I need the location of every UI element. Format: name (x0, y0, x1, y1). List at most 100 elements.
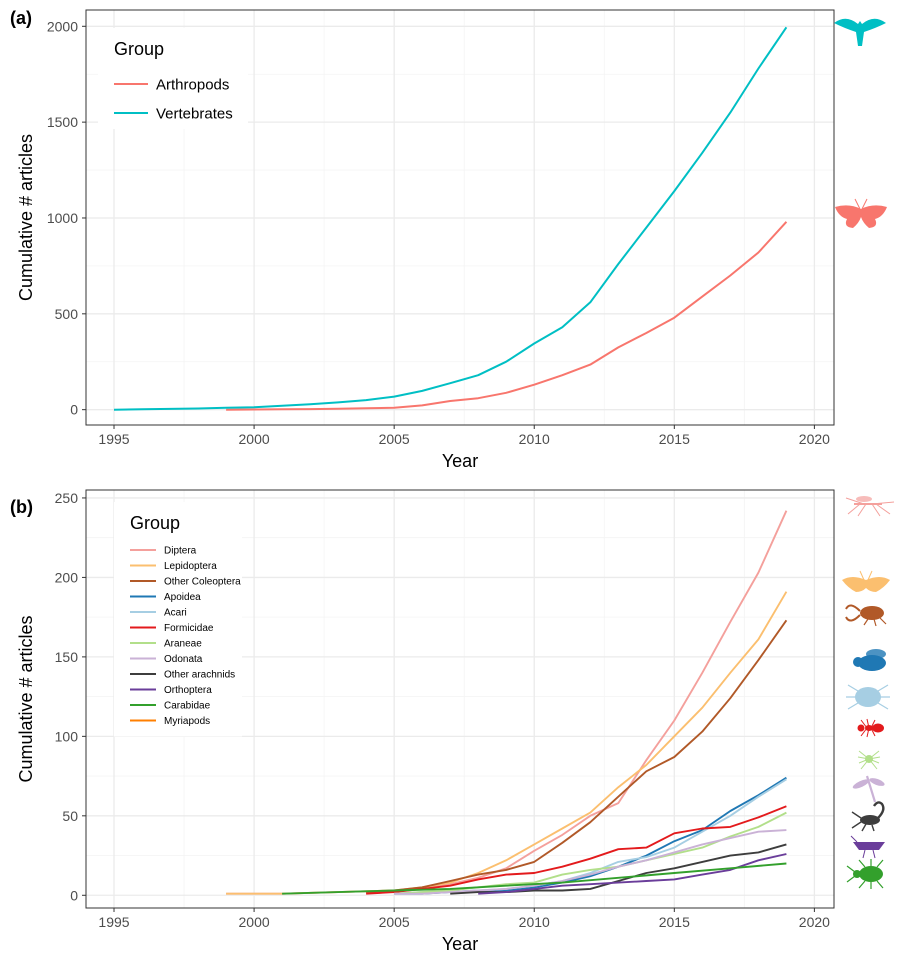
legend-label: Myriapods (164, 716, 210, 727)
y-tick-label: 500 (55, 306, 79, 322)
legs (850, 835, 876, 859)
head (853, 657, 863, 667)
x-tick-label: 2000 (239, 431, 270, 447)
wing (856, 496, 872, 502)
x-tick-label: 1995 (98, 914, 129, 930)
grasshopper-icon (850, 835, 885, 859)
x-tick-label: 2000 (239, 914, 270, 930)
series-line-arthropods (226, 221, 788, 411)
wing (869, 778, 885, 786)
legend-label: Vertebrates (156, 105, 233, 122)
wing (852, 779, 870, 789)
legs (857, 750, 881, 770)
y-tick-label: 1500 (47, 114, 78, 130)
series-line-vertebrates (113, 26, 788, 411)
y-tick-label: 0 (70, 402, 78, 418)
antenna (861, 198, 868, 210)
legend-label: Formicidae (164, 623, 214, 634)
legs (846, 684, 890, 710)
legs (846, 859, 884, 889)
series-line-odonata (394, 829, 787, 895)
y-tick-label: 250 (55, 490, 79, 506)
panel-a: 1995 2000 2005 2010 2015 2020 0 500 1000 1500 2000… (10, 8, 835, 471)
panel-label: (a) (10, 8, 32, 28)
series-line-formicidae (366, 805, 787, 895)
antenna (859, 570, 865, 581)
legend-label: Apoidea (164, 592, 201, 603)
tick-icon (846, 684, 890, 710)
y-tick-label: 50 (62, 808, 78, 824)
y-axis-title: Cumulative # articles (16, 615, 36, 782)
panel-border (85, 9, 835, 426)
bee-icon (853, 649, 886, 671)
x-axis-title: Year (442, 934, 478, 954)
stag-beetle-icon (845, 604, 887, 627)
legend-label: Other arachnids (164, 670, 235, 681)
wing (866, 649, 886, 659)
legend-label: Lepidoptera (164, 561, 217, 572)
dragonfly-icon (852, 775, 885, 803)
x-axis-title: Year (442, 451, 478, 471)
legend-label: Araneae (164, 639, 202, 650)
x-tick-label: 2015 (659, 431, 690, 447)
legend-label: Diptera (164, 546, 197, 557)
x-tick-label: 2005 (379, 914, 410, 930)
legend-label: Other Coleoptera (164, 577, 241, 588)
legend-title: Group (130, 513, 180, 533)
series-line-carabidae (282, 862, 787, 895)
antenna (867, 570, 873, 581)
panel-b: 1995 2000 2005 2010 2015 2020 0 50 100 150 200 250 G… (10, 489, 835, 954)
panel-border (85, 489, 835, 909)
x-tick-label: 2010 (519, 431, 550, 447)
x-tick-label: 2010 (519, 914, 550, 930)
body (860, 815, 880, 825)
legend-label: Arthropods (156, 76, 229, 93)
mosquito-icon (845, 496, 895, 517)
tail (873, 801, 885, 819)
y-tick-label: 1000 (47, 210, 78, 226)
x-tick-label: 2015 (659, 914, 690, 930)
x-tick-label: 2020 (799, 914, 830, 930)
legend-title: Group (114, 39, 164, 59)
body (859, 866, 883, 882)
body (860, 606, 884, 620)
mandibles (845, 604, 861, 622)
claws-legs (851, 811, 875, 832)
antenna (854, 198, 861, 210)
ant-icon (857, 718, 884, 738)
x-tick-label: 2005 (379, 431, 410, 447)
body (858, 655, 886, 671)
legend-label: Odonata (164, 654, 203, 665)
spider-icon (857, 750, 881, 770)
panel-label: (b) (10, 497, 33, 517)
legend-label: Carabidae (164, 701, 211, 712)
abdomen (872, 723, 884, 733)
x-tick-label: 2020 (799, 431, 830, 447)
body (853, 842, 885, 850)
y-tick-label: 100 (55, 728, 79, 744)
butterfly-icon (835, 198, 887, 228)
bird-shape (834, 18, 886, 46)
y-tick-label: 0 (70, 887, 78, 903)
bird-icon (834, 18, 886, 46)
legend-label: Acari (164, 608, 187, 619)
silhouette-icons (834, 18, 895, 889)
body (855, 687, 881, 707)
legs (860, 718, 876, 738)
y-tick-label: 200 (55, 569, 79, 585)
butterfly-shape (835, 205, 887, 228)
scorpion-icon (851, 801, 885, 832)
legend-background (114, 502, 242, 737)
legs (845, 497, 895, 517)
ground-beetle-icon (846, 859, 884, 889)
moth-icon (842, 570, 890, 592)
y-axis-title: Cumulative # articles (16, 134, 36, 301)
legend-label: Orthoptera (164, 685, 212, 696)
series-line-other-coleoptera (366, 619, 788, 894)
moth-shape (842, 577, 890, 592)
y-tick-label: 2000 (47, 18, 78, 34)
head (857, 724, 865, 732)
x-tick-label: 1995 (98, 431, 129, 447)
y-tick-label: 150 (55, 649, 79, 665)
